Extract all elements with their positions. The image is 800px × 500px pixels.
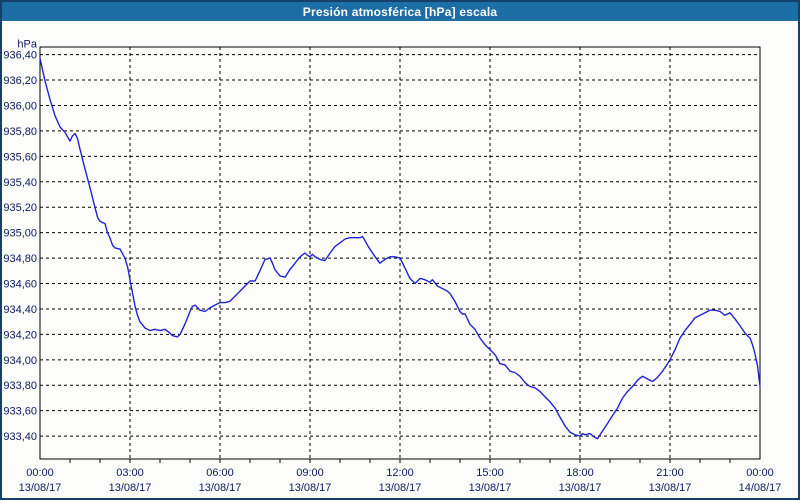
x-axis-time-label: 18:00: [566, 467, 594, 479]
y-axis-label: 935,60: [3, 151, 37, 163]
y-axis-label: 935,80: [3, 126, 37, 138]
chart-title-bar: Presión atmosférica [hPa] escala: [2, 2, 798, 21]
y-axis-label: 934,80: [3, 253, 37, 265]
y-axis-label: 934,40: [3, 304, 37, 316]
y-axis-label: 934,20: [3, 329, 37, 341]
y-axis-label: 935,20: [3, 202, 37, 214]
y-axis-label: 934,00: [3, 355, 37, 367]
plot-border: [39, 46, 761, 460]
y-axis-label: 935,00: [3, 228, 37, 240]
y-axis-label: 933,80: [3, 380, 37, 392]
x-axis-date-label: 13/08/17: [199, 482, 242, 494]
y-axis-label: 934,60: [3, 279, 37, 291]
x-axis-date-label: 14/08/17: [739, 482, 782, 494]
x-axis-time-label: 21:00: [656, 467, 684, 479]
x-axis-time-label: 12:00: [386, 467, 414, 479]
y-axis-label: 933,60: [3, 406, 37, 418]
x-axis-date-label: 13/08/17: [649, 482, 692, 494]
x-axis-time-label: 06:00: [206, 467, 234, 479]
x-axis-time-label: 09:00: [296, 467, 324, 479]
y-axis-label: 935,40: [3, 177, 37, 189]
pressure-series-line: [39, 57, 761, 440]
x-axis-date-label: 13/08/17: [289, 482, 332, 494]
x-axis-date-label: 13/08/17: [559, 482, 602, 494]
x-axis-date-label: 13/08/17: [469, 482, 512, 494]
x-axis-date-label: 13/08/17: [109, 482, 152, 494]
x-axis-time-label: 15:00: [476, 467, 504, 479]
x-axis-time-label: 00:00: [746, 467, 774, 479]
y-axis-label: 936,40: [3, 50, 37, 62]
x-axis-time-label: 00:00: [26, 467, 54, 479]
y-axis-label: 933,40: [3, 431, 37, 443]
chart-title: Presión atmosférica [hPa] escala: [302, 4, 498, 19]
x-axis-date-label: 13/08/17: [379, 482, 422, 494]
x-axis-date-label: 13/08/17: [19, 482, 62, 494]
y-axis-label: 936,00: [3, 100, 37, 112]
x-axis-time-label: 03:00: [116, 467, 144, 479]
y-axis-unit-label: hPa: [17, 39, 37, 51]
y-axis-label: 936,20: [3, 75, 37, 87]
